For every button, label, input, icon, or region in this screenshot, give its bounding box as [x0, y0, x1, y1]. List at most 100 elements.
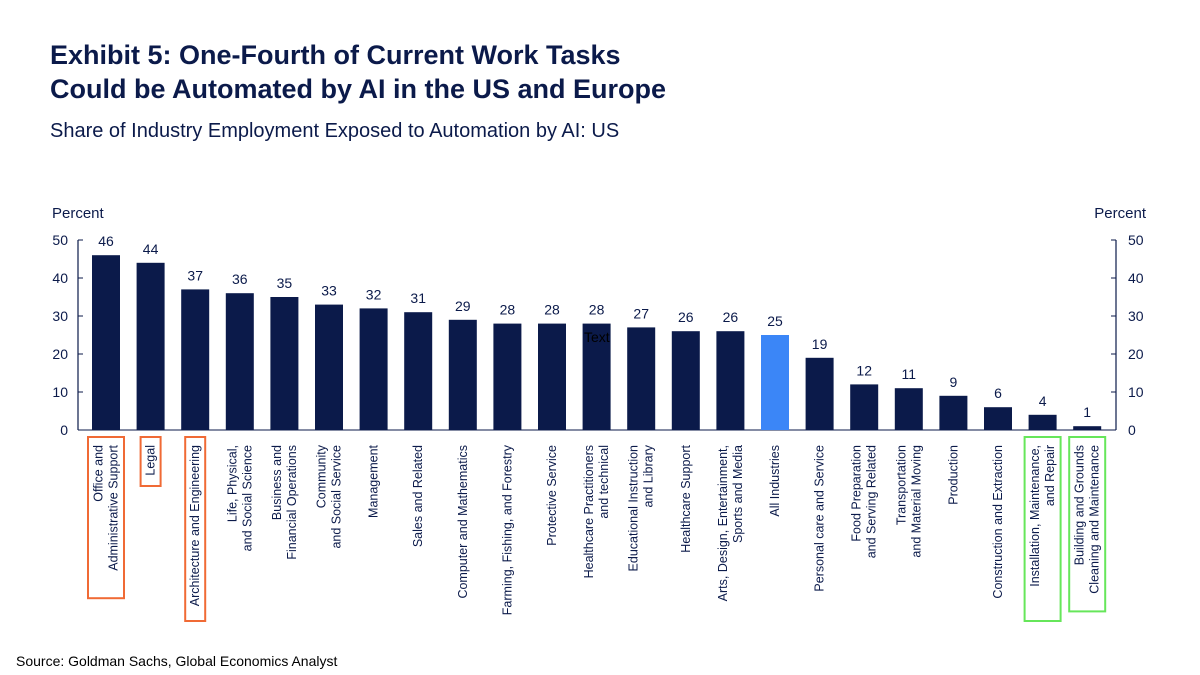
- bar: [136, 262, 165, 430]
- y-tick-label-left: 40: [52, 270, 68, 286]
- bar: [671, 331, 700, 430]
- y-axis-title-left: Percent: [52, 205, 105, 222]
- bar-value-label: 26: [723, 309, 739, 325]
- bar-value-label: 6: [994, 385, 1002, 401]
- category-label-line: Building and Grounds: [1073, 445, 1087, 565]
- category-label: Legal: [144, 445, 158, 476]
- category-label: Architecture and Engineering: [188, 445, 202, 606]
- source-note: Source: Goldman Sachs, Global Economics …: [16, 653, 338, 669]
- bar-value-label: 4: [1039, 393, 1047, 409]
- category-label: Construction and Extraction: [991, 445, 1005, 599]
- bar: [850, 384, 879, 430]
- y-axis-title-right: Percent: [1094, 205, 1147, 222]
- bar: [493, 323, 522, 430]
- category-label-line: Personal care and Service: [813, 445, 827, 592]
- bar: [627, 327, 656, 430]
- category-label: Educational Instructionand Library: [627, 444, 656, 571]
- bar: [225, 293, 254, 430]
- bar-value-label: 29: [455, 298, 471, 314]
- bar-value-label: 32: [366, 286, 382, 302]
- category-label-line: and Serving Related: [865, 445, 879, 558]
- y-tick-label-right: 50: [1128, 232, 1144, 248]
- category-label-line: Healthcare Practitioners: [582, 445, 596, 578]
- category-highlight-box: [1068, 436, 1107, 613]
- category-label: Arts, Design, Entertainment,Sports and M…: [716, 445, 745, 601]
- category-label-line: Protective Service: [545, 445, 559, 546]
- y-tick-label-right: 0: [1128, 422, 1136, 438]
- bar-value-label: 26: [678, 309, 694, 325]
- category-label: Farming, Fishing, and Forestry: [500, 444, 514, 615]
- category-label: Food Preparationand Serving Related: [850, 445, 879, 558]
- bar: [939, 395, 968, 430]
- bar-value-label: 28: [589, 302, 605, 318]
- bar-value-label: 33: [321, 283, 337, 299]
- bar: [582, 323, 611, 430]
- y-tick-label-left: 50: [52, 232, 68, 248]
- bar-value-label: 28: [544, 302, 560, 318]
- chart-title-line-1: Exhibit 5: One-Fourth of Current Work Ta…: [50, 40, 621, 70]
- bar-value-label: 35: [277, 275, 293, 291]
- category-label-line: Farming, Fishing, and Forestry: [500, 444, 514, 615]
- category-label-line: and Library: [642, 444, 656, 507]
- category-label-line: All Industries: [768, 445, 782, 517]
- category-label-line: Sports and Media: [731, 445, 745, 543]
- category-label: Computer and Mathematics: [456, 445, 470, 599]
- category-label: Installation, Maintenance,and Repair: [1028, 445, 1057, 587]
- category-label-line: Production: [946, 445, 960, 505]
- bar-value-label: 36: [232, 271, 248, 287]
- bar: [315, 304, 343, 430]
- bar: [716, 331, 745, 430]
- category-label-line: and Social Science: [240, 445, 254, 551]
- chart-title: Exhibit 5: One-Fourth of Current Work Ta…: [50, 38, 666, 106]
- category-highlight-box: [87, 436, 125, 600]
- category-label: Healthcare Support: [679, 444, 693, 552]
- bar-value-label: 25: [767, 313, 783, 329]
- bar: [270, 297, 299, 430]
- category-label-line: Installation, Maintenance,: [1028, 445, 1042, 587]
- bar-value-label: 37: [187, 267, 203, 283]
- category-label-line: Architecture and Engineering: [188, 445, 202, 606]
- bar: [761, 335, 789, 430]
- category-label: All Industries: [768, 445, 782, 517]
- y-tick-label-right: 10: [1128, 384, 1144, 400]
- category-label-line: Educational Instruction: [627, 445, 641, 572]
- category-highlight-box: [184, 436, 207, 622]
- bar: [894, 388, 923, 430]
- category-label: Business andFinancial Operations: [270, 445, 299, 560]
- bar: [404, 312, 433, 430]
- category-label-line: Healthcare Support: [679, 444, 693, 552]
- category-label-line: Life, Physical,: [225, 445, 239, 522]
- category-label: Sales and Related: [411, 445, 425, 547]
- bar-value-label: 9: [950, 374, 958, 390]
- category-label: Production: [946, 445, 960, 505]
- category-label-line: Transportation: [894, 445, 908, 525]
- bar: [448, 319, 477, 430]
- category-label-line: Construction and Extraction: [991, 445, 1005, 599]
- category-label-line: Community: [315, 444, 329, 508]
- bar-value-label: 46: [98, 233, 114, 249]
- bar-value-label: 19: [812, 336, 828, 352]
- y-tick-label-left: 30: [52, 308, 68, 324]
- y-tick-label-left: 10: [52, 384, 68, 400]
- bar: [805, 357, 834, 430]
- category-label-line: Food Preparation: [850, 445, 864, 542]
- category-label: Life, Physical,and Social Science: [225, 445, 254, 551]
- bar-value-label: 31: [410, 290, 426, 306]
- y-tick-label-right: 40: [1128, 270, 1144, 286]
- bar: [181, 289, 210, 430]
- chart-subtitle: Share of Industry Employment Exposed to …: [50, 120, 620, 142]
- category-label: Transportationand Material Moving: [894, 445, 923, 558]
- category-label-line: Sales and Related: [411, 445, 425, 547]
- bar: [984, 407, 1012, 430]
- category-label-line: Arts, Design, Entertainment,: [716, 445, 730, 601]
- y-tick-label-right: 20: [1128, 346, 1144, 362]
- category-label: Office andAdministrative Support: [92, 444, 121, 570]
- category-label-line: Legal: [144, 445, 158, 476]
- y-tick-label-right: 30: [1128, 308, 1144, 324]
- y-tick-label-left: 0: [60, 422, 68, 438]
- category-label: Management: [367, 444, 381, 517]
- category-label-line: Computer and Mathematics: [456, 445, 470, 599]
- bar-value-label: 12: [856, 362, 872, 378]
- category-label: Building and GroundsCleaning and Mainten…: [1073, 445, 1102, 594]
